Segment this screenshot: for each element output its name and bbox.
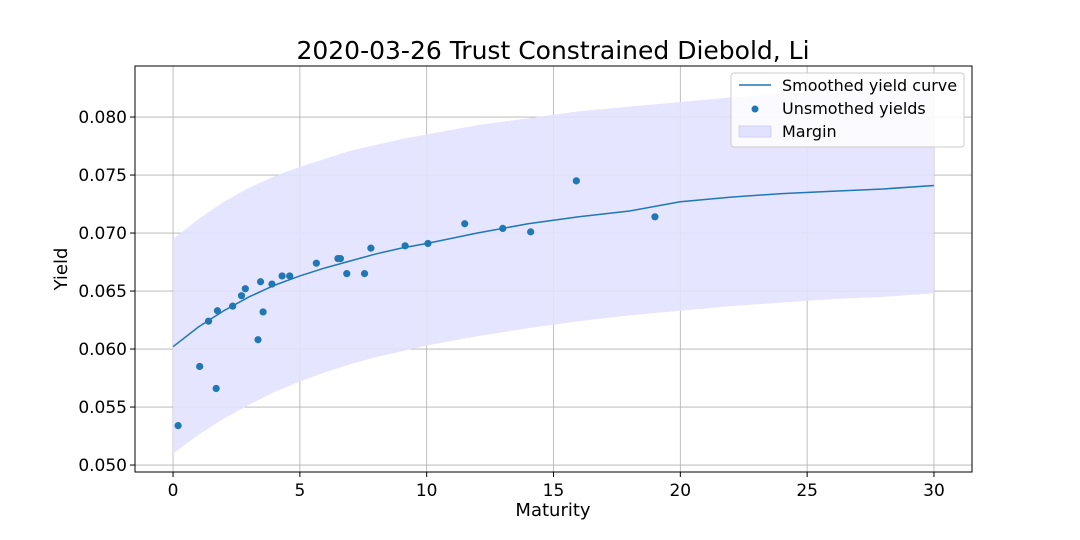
unsmoothed-yield-point xyxy=(259,308,267,316)
unsmoothed-yield-point xyxy=(204,317,213,325)
x-tick-label: 30 xyxy=(923,481,945,501)
unsmoothed-yield-point xyxy=(254,336,262,344)
legend-label-smoothed: Smoothed yield curve xyxy=(782,76,957,95)
unsmoothed-yield-point xyxy=(241,285,249,293)
unsmoothed-yield-point xyxy=(651,213,659,221)
unsmoothed-yield-point xyxy=(367,244,375,252)
x-tick-label: 5 xyxy=(294,481,305,501)
margin-band xyxy=(173,84,934,454)
unsmoothed-yield-point xyxy=(213,307,222,315)
legend-band-swatch xyxy=(738,125,772,138)
y-axis-label: Yield xyxy=(51,248,72,292)
legend-point-swatch xyxy=(751,105,759,113)
y-tick-label: 0.070 xyxy=(78,224,127,244)
unsmoothed-yield-point xyxy=(527,228,535,236)
unsmoothed-yield-point xyxy=(424,239,432,248)
x-tick-label: 0 xyxy=(168,481,179,501)
unsmoothed-yield-point xyxy=(572,177,580,185)
unsmoothed-yield-point xyxy=(360,270,369,278)
unsmoothed-yield-point xyxy=(336,254,345,263)
legend-box xyxy=(730,72,965,148)
y-tick-label: 0.080 xyxy=(78,108,127,128)
legend: Smoothed yield curve Unsmothed yields Ma… xyxy=(730,72,965,148)
x-tick-label: 10 xyxy=(416,481,438,501)
unsmoothed-yield-point xyxy=(174,422,182,430)
unsmoothed-yield-point xyxy=(401,242,409,250)
unsmoothed-yield-point xyxy=(229,302,237,310)
x-axis-label: Maturity xyxy=(515,500,590,521)
y-axis-ticks: 0.050 0.055 0.060 0.065 0.070 0.075 0.080 xyxy=(78,108,135,476)
unsmoothed-yield-point xyxy=(212,384,220,393)
unsmoothed-points-layer xyxy=(174,177,659,430)
unsmoothed-yield-point xyxy=(268,280,276,288)
x-tick-label: 15 xyxy=(543,481,565,501)
unsmoothed-yield-point xyxy=(196,362,204,371)
unsmoothed-yield-point xyxy=(278,272,286,280)
y-tick-label: 0.060 xyxy=(78,340,127,360)
unsmoothed-yield-point xyxy=(499,224,507,232)
x-axis-ticks: 0 5 10 15 20 25 30 xyxy=(168,472,945,501)
y-tick-label: 0.075 xyxy=(78,166,127,186)
unsmoothed-yield-point xyxy=(256,278,265,286)
y-tick-label: 0.050 xyxy=(78,456,127,476)
unsmoothed-yield-point xyxy=(312,259,320,267)
unsmoothed-yield-point xyxy=(237,292,246,300)
x-tick-label: 20 xyxy=(669,481,691,501)
y-tick-label: 0.065 xyxy=(78,282,127,302)
unsmoothed-yield-point xyxy=(286,272,294,280)
legend-label-unsmoothed: Unsmothed yields xyxy=(782,99,926,118)
margin-band-layer xyxy=(173,84,934,454)
legend-label-margin: Margin xyxy=(782,122,837,141)
chart-title: 2020-03-26 Trust Constrained Diebold, Li xyxy=(296,36,809,65)
unsmoothed-yield-point xyxy=(343,270,351,278)
y-tick-label: 0.055 xyxy=(78,398,127,418)
unsmoothed-yield-point xyxy=(461,220,469,228)
x-tick-label: 25 xyxy=(796,481,818,501)
